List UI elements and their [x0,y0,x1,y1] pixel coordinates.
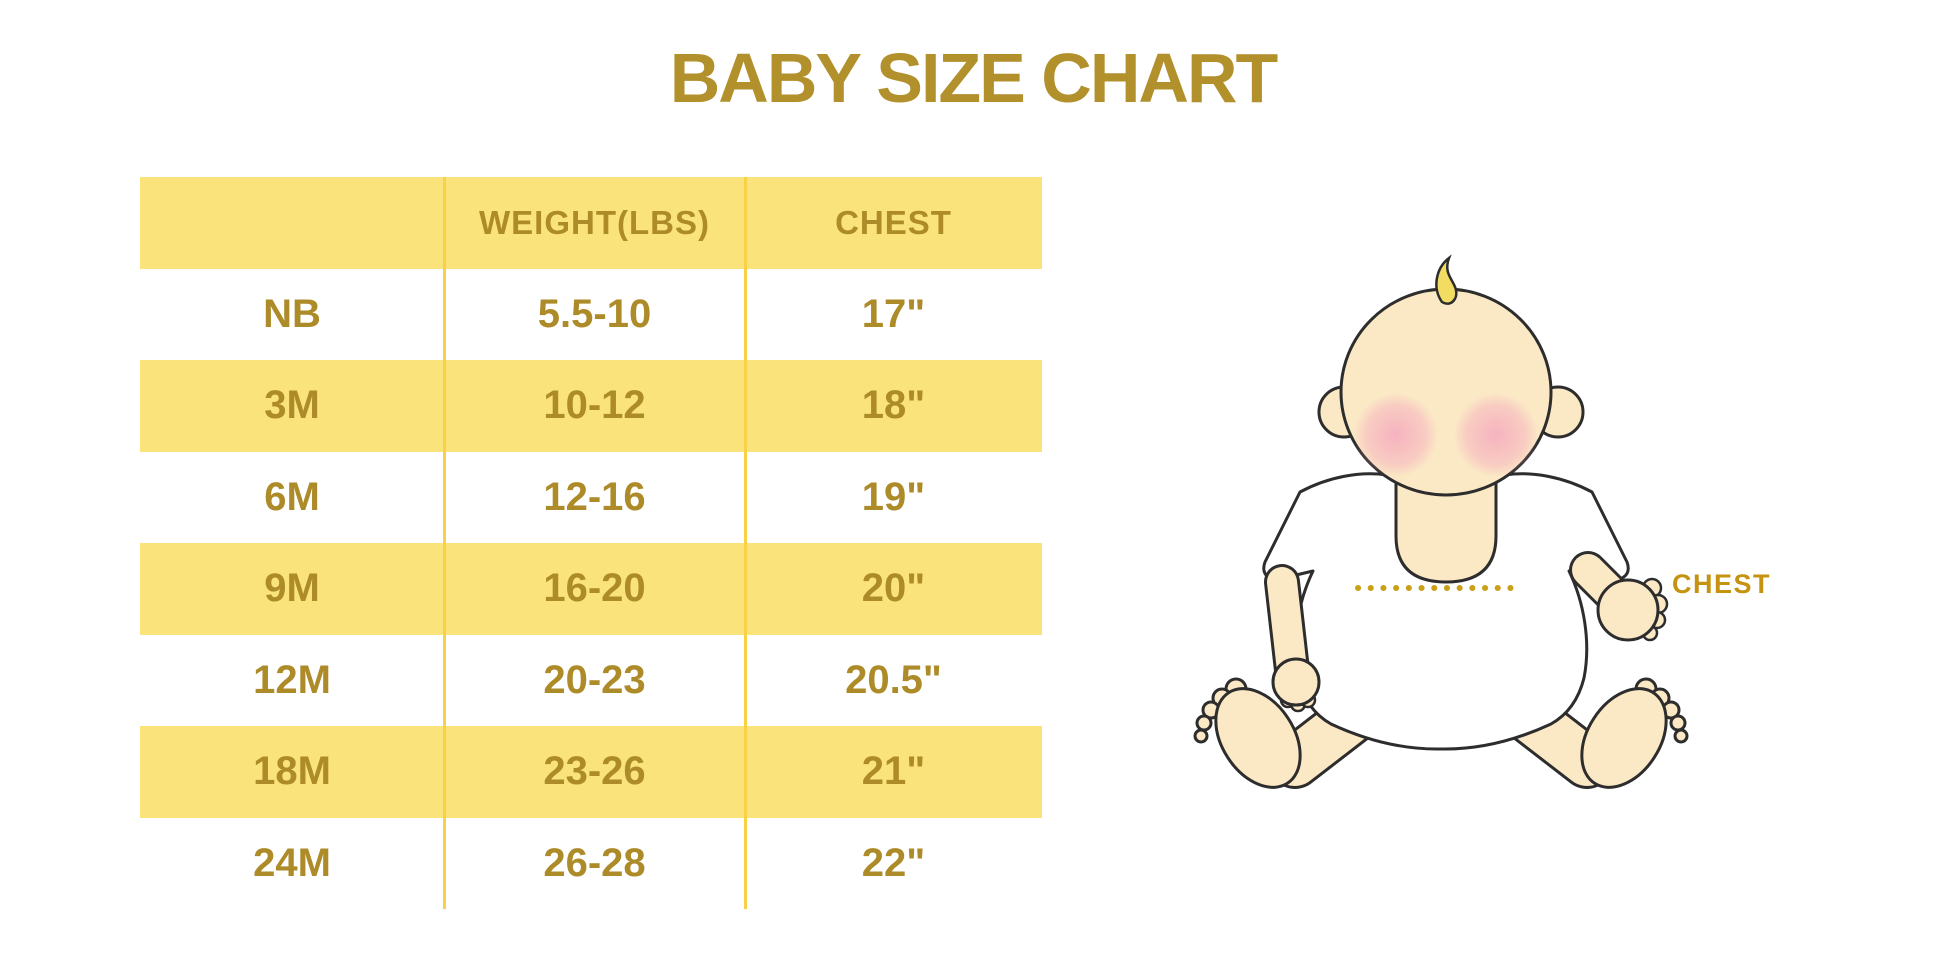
weight-cell: 12-16 [543,474,646,519]
page-title: BABY SIZE CHART [669,39,1279,117]
weight-cell: 26-28 [543,840,646,885]
baby-left-cheek [1354,393,1438,477]
table-row: 12M 20-23 20.5" [140,635,1042,727]
chest-cell: 21" [861,749,926,794]
baby-left-arm [1264,564,1321,713]
table-row: 18M 23-26 21" [140,726,1042,818]
baby-right-fist [1569,551,1669,642]
baby-right-foot [1580,677,1689,789]
chest-cell: 20.5" [845,657,942,702]
header-chest: CHEST [835,203,952,241]
weight-cell: 16-20 [543,566,646,611]
baby-svg [1193,254,1689,789]
size-cell: 3M [264,383,320,428]
size-cell: 12M [253,657,331,702]
baby-illustration [1180,230,1740,790]
chest-callout-label: CHEST [1672,569,1772,599]
size-cell: 9M [264,566,320,611]
chest-cell: 18" [861,383,926,428]
size-cell: 24M [253,840,331,885]
baby-right-cheek [1454,393,1538,477]
weight-cell: 23-26 [543,749,646,794]
column-divider [442,177,446,909]
chest-cell: 19" [861,474,926,519]
column-divider [743,177,747,909]
weight-cell: 10-12 [543,383,646,428]
table-row: 9M 16-20 20" [140,543,1042,635]
size-cell: 6M [264,474,320,519]
chest-cell: 20" [861,566,926,611]
header-size [140,177,444,269]
weight-cell: 5.5-10 [537,291,652,336]
table-row: 3M 10-12 18" [140,360,1042,452]
header-weight: WEIGHT(LBS) [479,203,710,241]
size-table: WEIGHT(LBS) CHEST NB 5.5-10 17" 3M 10-12… [140,177,1042,909]
table-header-row: WEIGHT(LBS) CHEST [140,177,1042,269]
table-row: NB 5.5-10 17" [140,269,1042,361]
chest-cell: 22" [861,840,926,885]
baby-hair-curl [1435,254,1458,305]
size-cell: NB [263,291,321,336]
table-row: 6M 12-16 19" [140,452,1042,544]
size-cell: 18M [253,749,331,794]
baby-head [1339,254,1553,497]
chest-cell: 17" [861,291,926,336]
table-row: 24M 26-28 22" [140,818,1042,910]
baby-neck [1394,474,1498,584]
weight-cell: 20-23 [543,657,646,702]
baby-left-foot [1193,677,1302,789]
